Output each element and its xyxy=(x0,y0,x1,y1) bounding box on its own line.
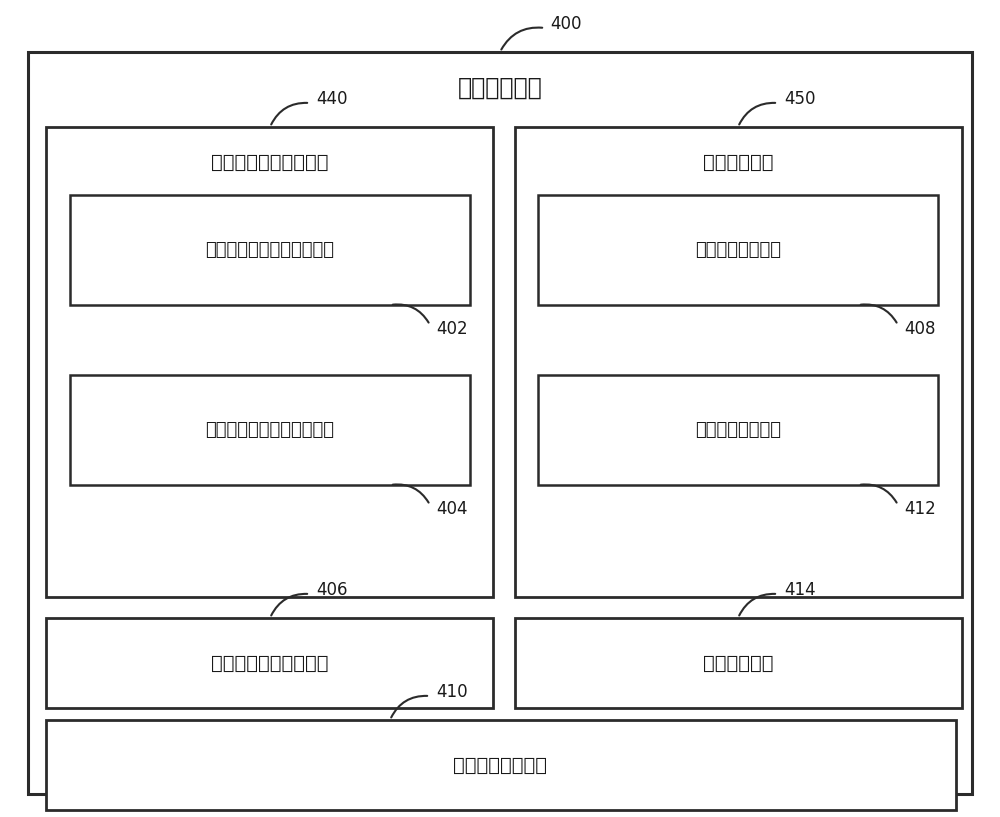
Text: 414: 414 xyxy=(784,581,816,599)
Bar xyxy=(46,127,493,597)
Text: 404: 404 xyxy=(436,500,468,518)
Bar xyxy=(46,618,493,708)
Text: 车辆控制装置: 车辆控制装置 xyxy=(458,76,542,100)
Text: 领航行为制定单元: 领航行为制定单元 xyxy=(695,241,781,259)
Text: 440: 440 xyxy=(316,90,348,108)
Text: 决策制定模块: 决策制定模块 xyxy=(703,153,773,172)
Text: 406: 406 xyxy=(316,581,348,599)
Text: 412: 412 xyxy=(904,500,936,518)
Text: 450: 450 xyxy=(784,90,816,108)
Text: 400: 400 xyxy=(550,15,582,33)
Text: 控制执行模块: 控制执行模块 xyxy=(703,654,773,672)
Text: 本车局部环境信息获取单元: 本车局部环境信息获取单元 xyxy=(206,241,334,259)
Bar xyxy=(46,720,956,810)
Bar xyxy=(538,195,938,305)
Text: 410: 410 xyxy=(436,683,468,701)
Text: 局部环境信息获取模块: 局部环境信息获取模块 xyxy=(211,153,329,172)
Bar xyxy=(515,127,962,597)
Bar xyxy=(515,618,962,708)
Text: 前车行为识别模块: 前车行为识别模块 xyxy=(453,756,547,775)
Bar xyxy=(70,375,470,485)
Text: 他车局部环境信息获取单元: 他车局部环境信息获取单元 xyxy=(206,421,334,439)
Text: 408: 408 xyxy=(904,320,936,338)
Text: 全局环境信息生成模块: 全局环境信息生成模块 xyxy=(211,654,329,672)
Text: 402: 402 xyxy=(436,320,468,338)
Bar xyxy=(70,195,470,305)
Text: 跟随行为制定单元: 跟随行为制定单元 xyxy=(695,421,781,439)
Bar xyxy=(538,375,938,485)
